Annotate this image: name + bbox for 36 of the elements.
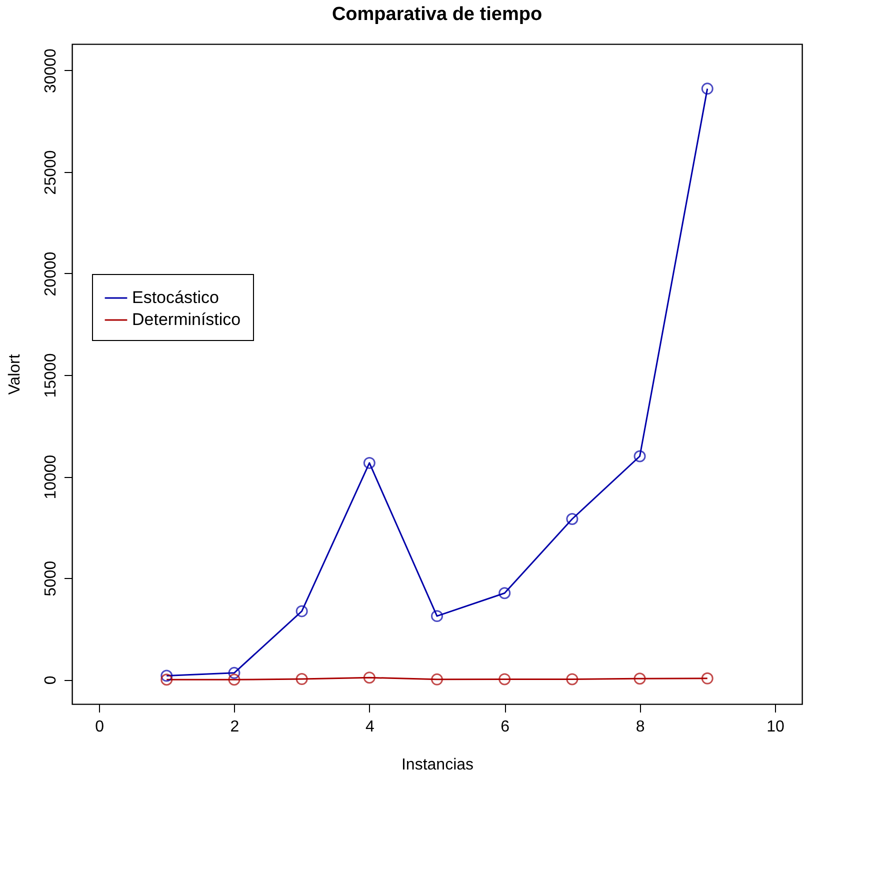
point — [498, 587, 511, 600]
point — [701, 672, 714, 684]
x-tick-label: 0 — [95, 718, 104, 736]
x-tick-label: 10 — [766, 718, 784, 736]
point — [634, 450, 646, 462]
point — [296, 605, 308, 618]
x-axis-title: Instancias — [401, 756, 474, 774]
point — [498, 673, 511, 686]
point — [431, 610, 443, 622]
point — [431, 673, 443, 686]
point — [701, 82, 714, 95]
y-tick-label: 15000 — [42, 353, 60, 398]
point — [160, 670, 173, 682]
point — [160, 674, 173, 686]
y-axis-title: Valort — [6, 354, 24, 395]
point — [296, 673, 308, 686]
legend-label: Determinístico — [132, 310, 241, 329]
point — [228, 674, 240, 686]
x-tick-label: 6 — [500, 718, 510, 736]
chart-title: Comparativa de tiempo — [332, 4, 542, 25]
y-tick-label: 5000 — [42, 560, 60, 596]
y-tick-label: 30000 — [42, 48, 60, 94]
point — [634, 672, 646, 685]
x-tick-label: 2 — [230, 718, 240, 736]
y-tick-label: 25000 — [42, 150, 60, 195]
point — [228, 666, 240, 679]
point — [566, 673, 578, 686]
x-tick-label: 4 — [365, 718, 374, 736]
y-tick-label: 10000 — [42, 454, 60, 500]
point — [363, 456, 376, 469]
y-tick-label: 0 — [42, 676, 60, 685]
point — [363, 672, 376, 684]
legend-label: Estocástico — [132, 288, 219, 307]
y-tick-label: 20000 — [42, 252, 60, 296]
x-tick-label: 8 — [636, 718, 645, 736]
point — [566, 513, 578, 525]
